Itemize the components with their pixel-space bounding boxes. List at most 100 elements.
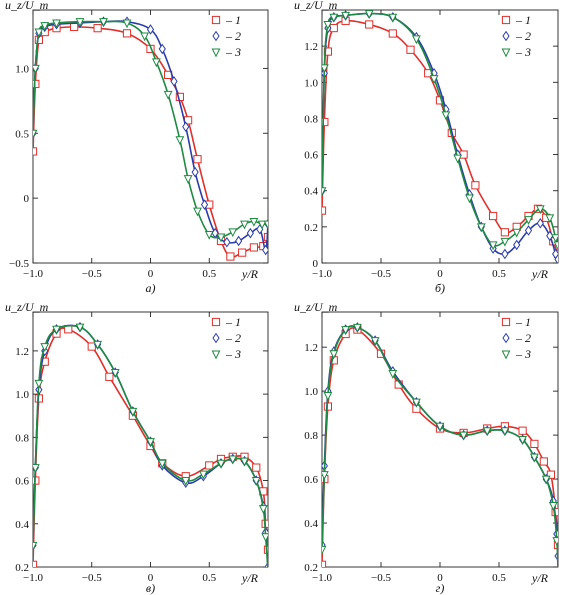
legend: – 1 – 2 – 3 xyxy=(211,13,241,59)
legend-marker xyxy=(211,15,221,25)
y-tick-label: 0.6 xyxy=(15,476,29,488)
data-point xyxy=(264,568,271,575)
data-point xyxy=(87,342,96,351)
x-tick-label: 0 xyxy=(148,572,154,584)
series-1 xyxy=(322,325,558,567)
legend-marker xyxy=(212,332,220,344)
data-point xyxy=(429,75,439,84)
data-point xyxy=(322,560,327,567)
y-tick-label: 0.4 xyxy=(15,519,29,531)
data-point xyxy=(52,325,61,335)
x-tick-label: −1.0 xyxy=(23,268,43,280)
data-point xyxy=(34,379,44,389)
y-tick-label: 1.0 xyxy=(15,63,29,75)
data-point xyxy=(411,35,421,45)
data-point xyxy=(459,431,469,441)
x-tick-label: 0 xyxy=(437,572,443,584)
series-3 xyxy=(33,18,268,243)
data-point xyxy=(205,461,214,470)
legend-label: – 1 xyxy=(515,13,531,27)
data-point xyxy=(75,323,85,333)
data-point xyxy=(33,64,40,74)
legend: – 1 – 2 – 3 xyxy=(501,315,531,361)
x-tick-label: −0.5 xyxy=(371,268,391,280)
data-point xyxy=(388,13,398,23)
data-point xyxy=(33,129,38,139)
data-point xyxy=(530,439,539,448)
y-tick-label: 0.8 xyxy=(304,430,318,442)
panel-label: в) xyxy=(146,581,155,595)
data-point xyxy=(546,470,556,479)
series-3 xyxy=(322,10,558,251)
data-point xyxy=(500,427,510,437)
y-tick-label: 0.4 xyxy=(304,518,318,530)
data-point xyxy=(105,372,114,381)
data-point xyxy=(323,392,333,401)
data-point xyxy=(541,475,551,485)
data-point xyxy=(158,43,166,55)
data-point xyxy=(341,326,351,335)
data-point xyxy=(128,407,138,417)
data-point xyxy=(258,505,268,514)
data-point xyxy=(33,464,40,473)
data-point xyxy=(228,228,238,238)
y-tick-label: 0.6 xyxy=(304,474,318,486)
data-point xyxy=(216,233,226,243)
data-point xyxy=(329,13,339,23)
data-point xyxy=(93,24,102,33)
y-axis-label: u_z/U_m xyxy=(294,300,338,314)
data-point xyxy=(524,216,533,225)
data-point xyxy=(52,19,61,29)
data-point xyxy=(453,154,463,164)
x-axis-label: y/R xyxy=(241,571,259,585)
y-tick-label: 0.5 xyxy=(15,128,29,140)
legend-marker xyxy=(501,317,511,327)
data-point xyxy=(251,477,261,486)
data-point xyxy=(529,453,539,463)
data-point xyxy=(482,427,492,437)
data-point xyxy=(539,457,548,466)
y-tick-label: 1.0 xyxy=(15,389,29,401)
data-point xyxy=(553,241,558,251)
data-point xyxy=(249,217,259,227)
data-point xyxy=(70,22,79,31)
data-point xyxy=(223,236,231,248)
x-tick-label: 0 xyxy=(437,268,443,280)
data-point xyxy=(257,220,267,230)
data-point xyxy=(545,214,555,224)
y-tick-label: 0.4 xyxy=(304,186,318,198)
data-point xyxy=(146,438,155,447)
x-tick-label: −1.0 xyxy=(312,268,332,280)
data-point xyxy=(75,18,85,27)
legend-marker xyxy=(501,48,511,58)
legend-marker xyxy=(211,48,221,58)
data-point xyxy=(193,207,202,217)
data-point xyxy=(488,241,498,251)
data-point xyxy=(341,11,351,21)
data-point xyxy=(93,340,103,350)
x-axis-label: y/R xyxy=(241,267,259,281)
data-point xyxy=(501,248,509,260)
data-point xyxy=(240,220,249,230)
data-point xyxy=(322,545,327,555)
data-point xyxy=(40,343,50,352)
series-line xyxy=(322,325,558,567)
data-point xyxy=(489,211,498,221)
data-point xyxy=(323,20,333,30)
data-point xyxy=(110,369,120,378)
x-tick-label: 0 xyxy=(148,268,154,280)
data-point xyxy=(322,187,327,197)
y-tick-label: 1.0 xyxy=(304,386,318,398)
x-axis-label: y/R xyxy=(531,571,549,585)
x-tick-label: 0.5 xyxy=(202,268,216,280)
data-point xyxy=(34,28,44,38)
data-point xyxy=(193,155,202,164)
data-point xyxy=(364,10,374,19)
data-point xyxy=(226,252,235,261)
data-point xyxy=(140,32,150,42)
data-point xyxy=(553,540,558,550)
data-point xyxy=(146,24,155,35)
data-point xyxy=(388,29,397,38)
y-tick-label: 0.8 xyxy=(15,432,29,444)
data-point xyxy=(151,58,161,68)
